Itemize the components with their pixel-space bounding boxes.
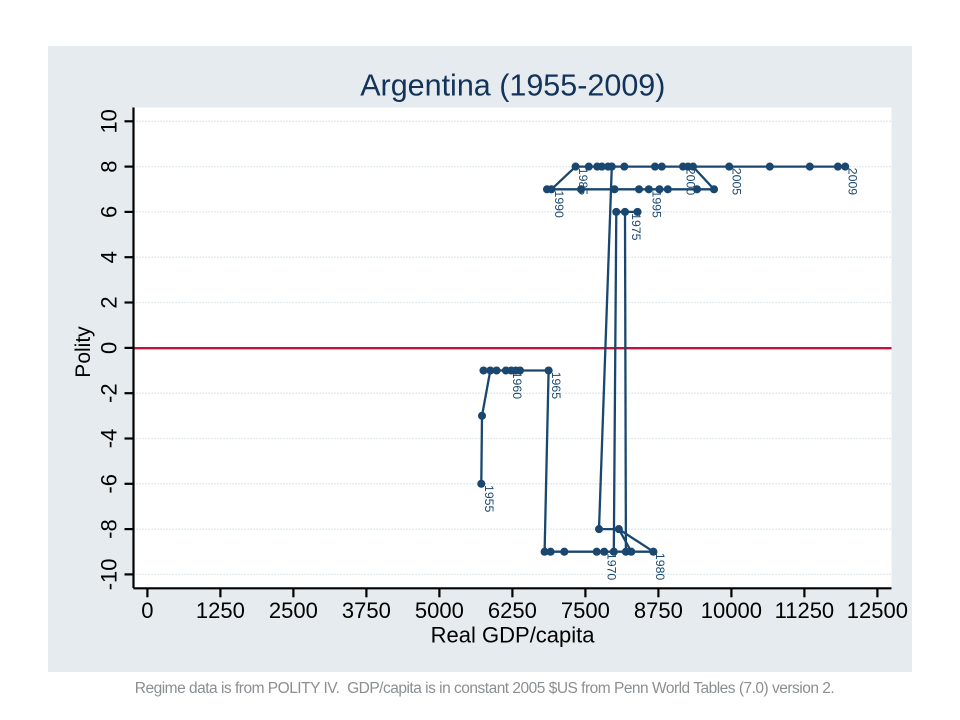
svg-text:6: 6: [97, 206, 122, 218]
svg-text:Real GDP/capita: Real GDP/capita: [431, 623, 596, 648]
svg-text:-10: -10: [97, 559, 122, 591]
svg-text:1995: 1995: [649, 191, 663, 219]
svg-text:Polity: Polity: [72, 326, 95, 378]
svg-text:11250: 11250: [775, 598, 835, 623]
svg-text:7500: 7500: [561, 598, 610, 623]
svg-text:1975: 1975: [629, 213, 643, 241]
svg-text:2005: 2005: [730, 168, 744, 196]
svg-text:3750: 3750: [342, 598, 391, 623]
svg-text:1990: 1990: [552, 191, 566, 219]
svg-text:10000: 10000: [701, 598, 762, 623]
svg-text:6250: 6250: [488, 598, 537, 623]
svg-text:2500: 2500: [269, 598, 318, 623]
svg-text:1965: 1965: [549, 372, 563, 400]
svg-text:-4: -4: [97, 429, 122, 449]
svg-text:Regime data is from POLITY IV.: Regime data is from POLITY IV. GDP/capit…: [135, 680, 834, 697]
svg-text:1985: 1985: [576, 168, 590, 196]
svg-text:10: 10: [97, 109, 122, 133]
svg-text:1250: 1250: [196, 598, 245, 623]
svg-text:5000: 5000: [415, 598, 464, 623]
svg-text:2009: 2009: [846, 168, 860, 196]
svg-text:8750: 8750: [634, 598, 683, 623]
svg-text:1960: 1960: [510, 372, 524, 400]
svg-text:12500: 12500: [847, 598, 908, 623]
svg-text:Argentina (1955-2009): Argentina (1955-2009): [360, 69, 665, 103]
svg-text:0: 0: [97, 342, 122, 354]
svg-text:2000: 2000: [684, 168, 698, 196]
svg-text:1955: 1955: [482, 485, 496, 513]
svg-text:1970: 1970: [605, 553, 619, 581]
svg-text:-8: -8: [97, 519, 122, 539]
svg-text:4: 4: [97, 251, 122, 263]
svg-text:-2: -2: [97, 383, 122, 403]
svg-text:8: 8: [97, 160, 122, 172]
svg-text:-6: -6: [97, 474, 122, 494]
svg-text:2: 2: [97, 296, 122, 308]
svg-text:1980: 1980: [653, 553, 667, 581]
svg-text:0: 0: [141, 598, 153, 623]
